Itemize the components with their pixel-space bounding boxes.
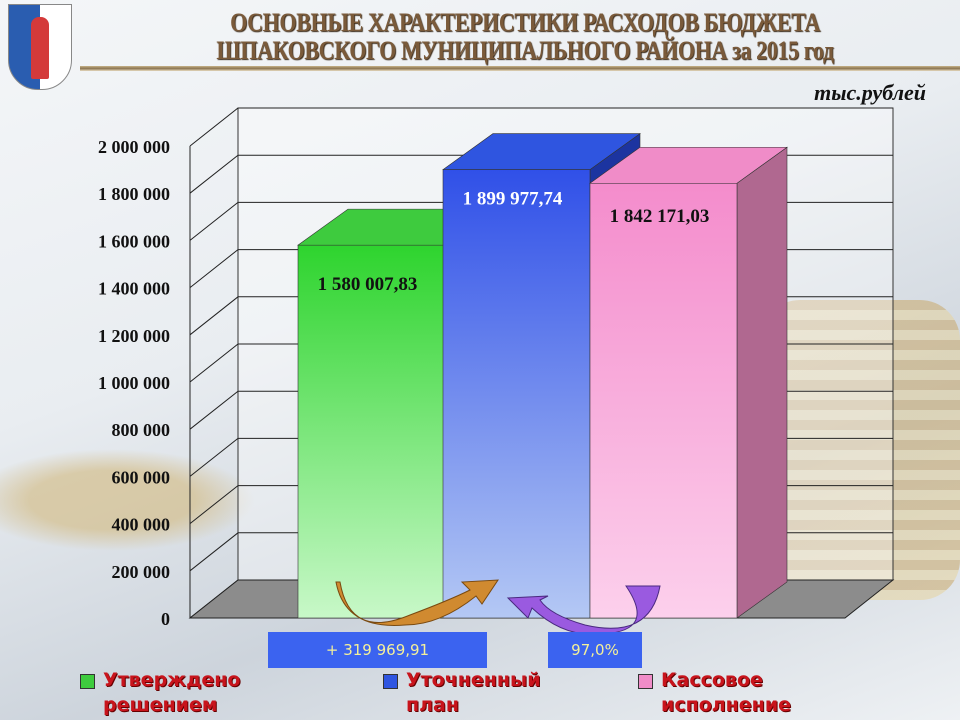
legend-swatch [80,674,95,689]
bar-top [442,133,641,170]
difference-annotation: + 319 969,91 [268,632,487,668]
data-label: 1 842 171,03 [610,206,710,227]
legend-label: Уточненный план [406,669,541,716]
title-rule [80,66,960,71]
title-line-2: ШПАКОВСКОГО МУНИЦИПАЛЬНОГО РАЙОНА за 201… [216,36,834,65]
data-label: 1 580 007,83 [318,274,418,295]
arrows [335,579,661,635]
y-tick-label: 400 000 [112,515,171,535]
y-tick-label: 1 800 000 [98,184,170,204]
gridline [189,107,893,147]
y-tick-label: 2 000 000 [98,137,170,157]
district-emblem [8,4,72,90]
y-tick-label: 1 200 000 [98,326,170,346]
data-label: 1 899 977,74 [463,189,563,210]
execution-percent-annotation: 97,0% [548,632,642,668]
bar [442,169,591,619]
legend-item-cash: Кассовое исполнение [638,668,831,718]
coins-background-left [0,440,280,560]
y-tick-label: 0 [161,609,170,629]
legend-label: Утверждено решением [103,669,241,716]
y-tick-label: 1 400 000 [98,279,170,299]
y-tick-label: 200 000 [112,562,171,582]
bar [297,244,446,619]
y-tick-label: 800 000 [112,420,171,440]
y-tick-label: 1 600 000 [98,231,170,251]
bar-side [736,146,788,619]
curved-arrow-percent-icon [506,585,661,635]
legend-item-revised: Уточненный план [383,668,576,718]
y-tick-label: 1 000 000 [98,373,170,393]
legend-swatch [383,674,398,689]
bar [589,182,738,619]
legend-swatch [638,674,653,689]
y-tick-label: 600 000 [112,467,171,487]
units-label: тыс.рублей [814,80,926,105]
coins-background [760,300,960,600]
legend-item-approved: Утверждено решением [80,668,273,718]
curved-arrow-increase-icon [335,579,499,626]
bar-top [589,146,788,184]
title-line-1: ОСНОВНЫЕ ХАРАКТЕРИСТИКИ РАСХОДОВ БЮДЖЕТА [230,8,820,37]
legend-label: Кассовое исполнение [661,669,792,716]
